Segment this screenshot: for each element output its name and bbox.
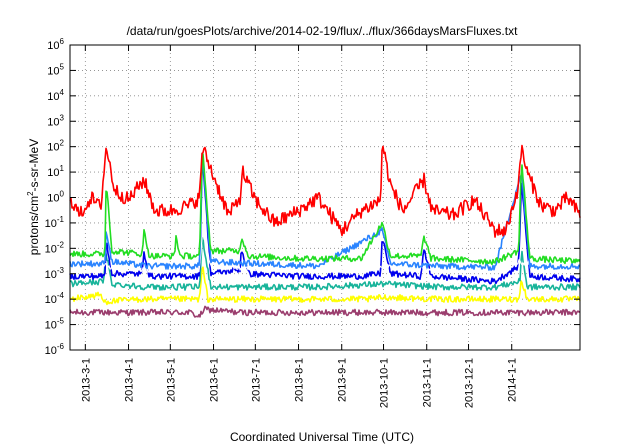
x-tick-labels: 2013-3-1 2013-4-1 2013-5-1 2013-6-1 2013-7-1… <box>80 358 518 408</box>
y-tick-label-base: 10 <box>45 320 57 332</box>
y-tick-label: 10-4 <box>45 291 65 306</box>
grid-lines <box>70 45 580 350</box>
y-tick-label-exponent: -3 <box>57 266 65 275</box>
x-tick-label: 2013-7-1 <box>250 358 262 402</box>
y-tick-label-base: 10 <box>45 294 57 306</box>
y-axis-label: protons/cm2-s-sr-MeV <box>26 139 41 255</box>
y-tick-label-base: 10 <box>45 269 57 281</box>
series-line <box>69 305 581 318</box>
series-line <box>69 164 581 285</box>
x-tick-label: 2013-11-1 <box>422 358 434 407</box>
x-tick-label: 2014-1-1 <box>507 358 519 402</box>
y-axis-label-base: protons/cm <box>27 196 41 255</box>
y-tick-label-exponent: 3 <box>60 113 65 122</box>
x-tick-label: 2013-10-1 <box>379 358 391 408</box>
x-tick-label: 2013-9-1 <box>337 358 349 402</box>
y-tick-label-base: 10 <box>47 193 59 205</box>
y-tick-label-exponent: 0 <box>60 190 65 199</box>
y-tick-label-exponent: 2 <box>60 139 65 148</box>
y-tick-label: 10-1 <box>45 215 65 230</box>
y-tick-label-base: 10 <box>47 142 59 154</box>
y-tick-label: 10-3 <box>45 266 65 281</box>
series-line <box>69 237 581 291</box>
y-tick-labels: 10-610-510-410-310-210-11001011021031041… <box>45 37 65 357</box>
y-tick-label-exponent: 4 <box>60 88 65 97</box>
x-tick-label: 2013-12-1 <box>464 358 476 408</box>
y-tick-label: 103 <box>47 113 64 128</box>
x-axis-label: Coordinated Universal Time (UTC) <box>230 430 414 444</box>
x-tick-label: 2013-4-1 <box>124 358 136 402</box>
y-tick-label-exponent: 5 <box>60 62 65 71</box>
y-tick-label-base: 10 <box>47 116 59 128</box>
y-tick-label: 100 <box>47 190 64 205</box>
y-tick-label: 10-5 <box>45 317 65 332</box>
y-tick-label: 10-6 <box>45 342 65 357</box>
y-tick-label: 102 <box>47 139 64 154</box>
y-tick-label: 105 <box>47 62 64 77</box>
series-line <box>69 144 581 238</box>
y-tick-label: 104 <box>47 88 64 103</box>
y-tick-label-base: 10 <box>47 167 59 179</box>
series-line <box>69 232 581 273</box>
y-tick-label-base: 10 <box>45 218 57 230</box>
y-tick-label-base: 10 <box>45 345 57 357</box>
x-tick-label: 2013-6-1 <box>209 358 221 402</box>
x-tick-label: 2013-5-1 <box>165 358 177 402</box>
chart-title: /data/run/goesPlots/archive/2014-02-19/f… <box>127 24 519 38</box>
y-tick-label-exponent: -6 <box>57 342 65 351</box>
y-axis-label-sup: 2 <box>26 191 35 196</box>
axis-ticks <box>70 44 580 351</box>
x-tick-label: 2013-8-1 <box>294 358 306 402</box>
y-tick-label-exponent: -2 <box>57 240 65 249</box>
y-tick-label-exponent: -5 <box>57 317 65 326</box>
y-axis-label-rest: -s-sr-MeV <box>27 139 41 192</box>
y-tick-label: 106 <box>47 37 64 52</box>
y-tick-label-exponent: 6 <box>60 37 65 46</box>
y-tick-label-exponent: 1 <box>60 164 65 173</box>
y-tick-label-base: 10 <box>45 243 57 255</box>
x-tick-label: 2013-3-1 <box>80 358 92 402</box>
y-tick-label-base: 10 <box>47 65 59 77</box>
y-tick-label-base: 10 <box>47 91 59 103</box>
series-line <box>69 266 581 306</box>
series-group <box>69 144 581 318</box>
y-tick-label-exponent: -1 <box>57 215 65 224</box>
series-line <box>69 153 581 266</box>
y-tick-label-exponent: -4 <box>57 291 65 300</box>
y-tick-label: 10-2 <box>45 240 65 255</box>
y-tick-label-base: 10 <box>47 40 59 52</box>
y-tick-label: 101 <box>47 164 64 179</box>
